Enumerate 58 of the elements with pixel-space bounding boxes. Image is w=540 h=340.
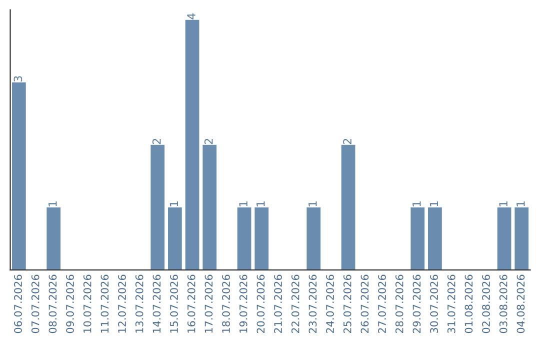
x-tick-label: 31.07.2026	[447, 274, 456, 333]
x-tick-label: 21.07.2026	[274, 274, 282, 334]
data-label: 1	[499, 201, 508, 206]
x-tick-label: 09.07.2026	[66, 274, 74, 334]
data-label: 1	[256, 201, 265, 206]
x-tick-label: 27.07.2026	[378, 274, 386, 334]
x-tick-label: 15.07.2026	[170, 274, 178, 333]
x-tick-label: 30.07.2026	[430, 274, 438, 333]
bar	[12, 82, 26, 270]
x-tick-label: 26.07.2026	[360, 274, 369, 334]
x-tick-label: 08.07.2026	[48, 274, 57, 334]
bar	[341, 144, 356, 270]
bar	[428, 207, 442, 270]
bar	[202, 144, 217, 270]
bar	[46, 207, 61, 270]
x-tick-label: 18.07.2026	[222, 274, 230, 333]
bar	[237, 207, 252, 270]
data-label: 3	[14, 76, 22, 82]
x-tick-label: 25.07.2026	[343, 274, 352, 334]
data-label: 1	[308, 201, 317, 206]
x-tick-label: 22.07.2026	[291, 274, 300, 334]
x-tick-label: 16.07.2026	[187, 274, 196, 333]
data-label: 1	[430, 201, 438, 206]
data-label: 1	[516, 201, 525, 206]
x-tick-label: 01.08.2026	[464, 274, 473, 334]
x-tick-label: 03.08.2026	[499, 274, 508, 334]
x-tick-label: 20.07.2026	[256, 274, 265, 334]
x-tick-label: 11.07.2026	[100, 274, 109, 333]
x-tick-label: 04.08.2026	[516, 274, 525, 334]
x-tick-label: 19.07.2026	[239, 274, 248, 333]
x-tick-label: 06.07.2026	[14, 274, 22, 334]
data-label: 1	[170, 201, 178, 206]
x-tick-label: 10.07.2026	[83, 274, 92, 333]
data-label: 4	[187, 13, 196, 20]
data-label: 1	[239, 201, 248, 206]
x-tick-label: 07.07.2026	[31, 274, 40, 334]
bar	[168, 207, 182, 270]
x-tick-label: 12.07.2026	[118, 274, 126, 333]
data-label: 2	[152, 138, 161, 144]
data-label: 2	[204, 138, 213, 144]
bar	[306, 207, 321, 270]
x-tick-label: 17.07.2026	[204, 274, 213, 333]
x-tick-label: 24.07.2026	[326, 274, 334, 334]
x-tick-label: 13.07.2026	[135, 274, 144, 333]
x-tick-label: 02.08.2026	[482, 274, 490, 334]
bar	[410, 207, 425, 270]
bar	[514, 207, 529, 270]
bar	[150, 144, 165, 270]
data-label: 1	[412, 201, 421, 206]
x-tick-label: 14.07.2026	[152, 274, 161, 333]
x-tick-label: 29.07.2026	[412, 274, 421, 334]
bar	[497, 207, 512, 270]
data-label: 1	[48, 201, 57, 206]
bar	[185, 20, 200, 270]
x-tick-label: 23.07.2026	[308, 274, 317, 334]
data-label: 2	[343, 138, 352, 144]
x-tick-label: 28.07.2026	[395, 274, 404, 334]
bar	[254, 207, 269, 270]
